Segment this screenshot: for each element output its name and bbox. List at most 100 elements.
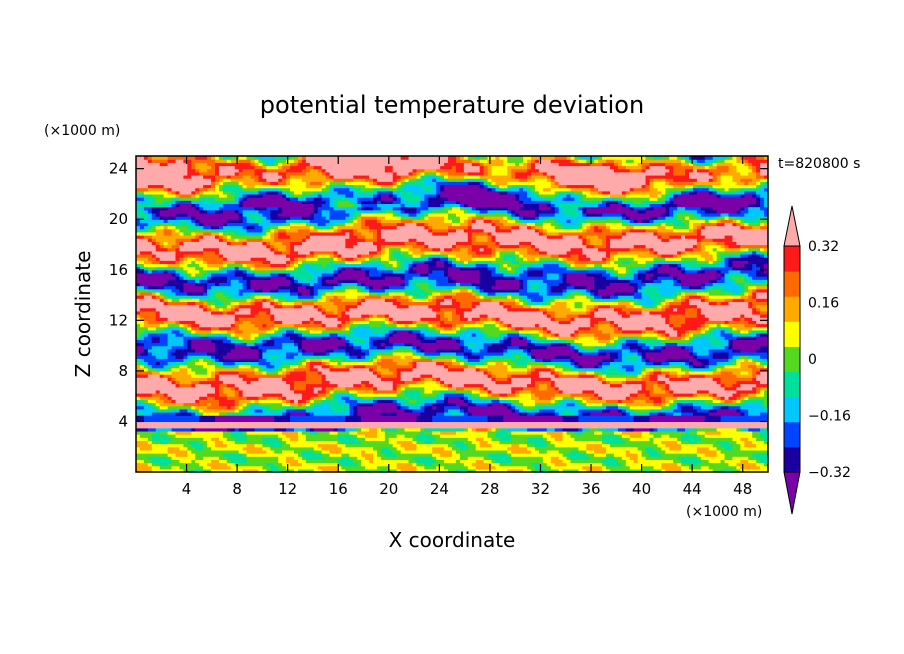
field-cell [226,468,232,472]
field-cell [432,437,437,441]
field-cell [554,440,560,445]
field-cell [211,456,216,460]
field-cell [341,456,346,460]
field-cell [159,465,165,470]
field-cell [704,440,710,445]
field-cell [586,437,591,441]
field-cell [400,453,406,457]
field-cell [760,443,765,448]
field-cell [392,456,398,460]
field-cell [424,468,429,472]
field-cell [760,462,765,467]
field-cell [428,434,433,438]
field-cell [218,446,224,451]
field-cell [444,434,449,438]
field-cell [661,456,666,460]
field-cell [756,462,761,467]
field-cell [538,446,544,451]
field-cell [586,465,591,470]
field-cell [420,453,425,457]
field-cell [222,446,228,451]
field-cell [594,468,599,472]
field-cell [696,437,702,441]
field-cell [519,437,524,441]
field-cell [345,449,350,454]
field-cell [432,440,437,445]
field-cell [384,453,390,457]
field-cell [452,443,457,448]
field-cell [610,456,615,460]
field-cell [681,437,686,441]
field-cell [681,446,686,451]
field-cell [633,443,639,448]
field-cell [574,465,579,470]
field-cell [282,446,287,451]
field-cell [147,437,153,441]
field-cell [349,434,354,438]
field-cell [696,462,702,467]
field-cell [534,456,540,460]
field-cell [673,462,678,467]
field-cell [207,434,212,438]
field-cell [562,437,568,441]
field-cell [305,462,311,467]
field-cell [681,453,686,457]
field-cell [404,462,410,467]
field-cell [313,456,319,460]
field-cell [511,446,516,451]
field-cell [139,453,145,457]
field-cell [748,449,753,454]
field-cell [218,443,224,448]
field-cell [416,434,421,438]
field-cell [653,453,658,457]
field-cell [187,468,192,472]
field-cell [159,459,165,464]
field-cell [262,440,267,445]
field-cell [637,459,643,464]
field-cell [617,449,623,454]
field-cell [139,459,145,464]
field-cell [752,443,757,448]
field-cell [226,437,232,441]
field-cell [645,459,651,464]
field-cell [554,456,560,460]
field-cell [230,446,236,451]
field-cell [752,449,757,454]
field-cell [685,437,690,441]
field-cell [412,453,418,457]
field-cell [163,453,169,457]
field-cell [527,462,532,467]
field-cell [183,468,188,472]
field-cell [696,443,702,448]
field-cell [736,437,741,441]
field-cell [365,468,370,472]
field-cell [728,443,734,448]
field-cell [309,468,315,472]
field-cell [756,449,761,454]
field-cell [483,440,489,445]
field-cell [760,468,765,472]
field-cell [179,449,184,454]
field-cell [534,446,540,451]
field-cell [546,465,552,470]
field-cell [392,434,398,438]
field-cell [566,440,572,445]
field-cell [712,462,718,467]
field-cell [203,449,208,454]
field-cell [218,434,224,438]
field-cell [681,465,686,470]
field-cell [677,459,682,464]
field-cell [629,443,635,448]
field-cell [416,456,421,460]
field-cell [171,440,177,445]
field-cell [760,453,765,457]
field-cell [503,462,508,467]
field-cell [598,468,603,472]
field-cell [637,456,643,460]
field-cell [274,446,279,451]
field-cell [574,456,579,460]
field-cell [222,443,228,448]
field-cell [337,437,342,441]
field-cell [625,462,631,467]
field-cell [467,465,473,470]
